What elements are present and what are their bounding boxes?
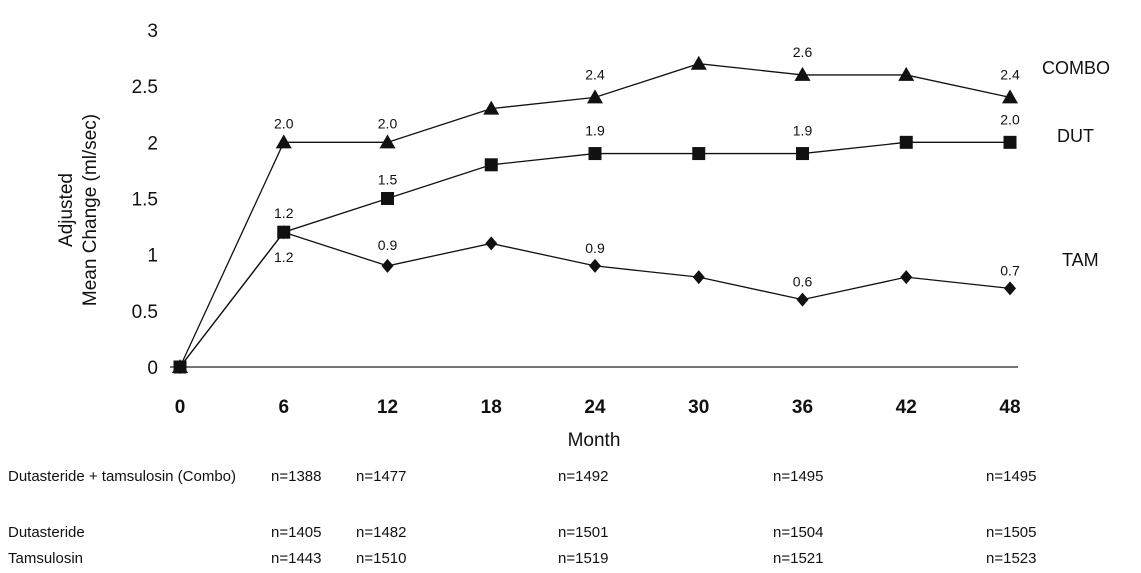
y-axis-label-line-2: Mean Change (ml/sec) bbox=[80, 114, 101, 306]
data-label: 0.6 bbox=[793, 274, 813, 290]
data-point-diamond bbox=[589, 258, 601, 273]
data-label: 1.2 bbox=[274, 205, 294, 221]
table-cell: n=1504 bbox=[773, 524, 824, 541]
series-name-label: COMBO bbox=[1042, 58, 1110, 78]
y-tick-label: 0.5 bbox=[132, 302, 158, 323]
data-point-triangle bbox=[794, 66, 811, 81]
x-axis-ticks: 0 6 12 18 24 30 36 42 48 bbox=[175, 397, 1021, 418]
data-label: 1.5 bbox=[378, 172, 398, 188]
data-label: 0.9 bbox=[378, 237, 398, 253]
table-cell: n=1482 bbox=[356, 524, 407, 541]
data-point-triangle bbox=[483, 100, 500, 115]
data-point-diamond bbox=[277, 225, 290, 240]
table-cell: n=1495 bbox=[986, 468, 1037, 485]
y-tick-label: 0 bbox=[147, 358, 158, 379]
x-tick-label: 36 bbox=[792, 397, 813, 418]
table-cell: n=1388 bbox=[271, 468, 322, 485]
y-tick-label: 2 bbox=[147, 133, 158, 154]
series-dut: 1.2 1.5 1.9 1.9 2.0 DUT bbox=[173, 111, 1094, 374]
data-label: 2.0 bbox=[378, 115, 398, 131]
x-tick-label: 18 bbox=[481, 397, 502, 418]
data-point-triangle bbox=[1002, 89, 1018, 104]
data-point-square bbox=[692, 147, 706, 161]
data-label: 1.2 bbox=[274, 249, 294, 265]
data-point-diamond bbox=[900, 270, 913, 285]
y-axis-label-line-1: Adjusted bbox=[56, 173, 77, 247]
x-tick-label: 6 bbox=[278, 397, 289, 418]
table-cell: n=1495 bbox=[773, 468, 824, 485]
data-point-square bbox=[588, 147, 602, 161]
data-point-triangle bbox=[898, 66, 915, 81]
data-label: 2.0 bbox=[274, 115, 294, 131]
data-point-triangle bbox=[690, 55, 707, 70]
x-tick-label: 30 bbox=[688, 397, 709, 418]
series-line-combo bbox=[179, 63, 1011, 368]
table-cell: n=1521 bbox=[773, 550, 824, 567]
y-axis-ticks: 0 0.5 1 1.5 2 2.5 3 bbox=[132, 21, 158, 379]
data-label: 2.6 bbox=[793, 44, 813, 60]
x-tick-label: 12 bbox=[377, 397, 398, 418]
row-label-combo: Dutasteride + tamsulosin (Combo) bbox=[8, 468, 237, 485]
flow-rate-line-chart: 00.511.522.53 0 6 12 18 24 30 36 42 48 Adjusted … bbox=[56, 21, 1110, 451]
data-label: 1.9 bbox=[793, 123, 813, 139]
y-tick-label: 1.5 bbox=[132, 190, 158, 211]
x-axis-label: Month bbox=[568, 430, 621, 451]
table-cell: n=1519 bbox=[558, 550, 609, 567]
table-cell: n=1443 bbox=[271, 550, 322, 567]
x-tick-label: 42 bbox=[896, 397, 917, 418]
table-cell: n=1523 bbox=[986, 550, 1037, 567]
data-label: 2.4 bbox=[585, 66, 605, 82]
data-point-diamond bbox=[174, 360, 186, 374]
row-label-tamsulosin: Tamsulosin bbox=[8, 550, 84, 567]
data-point-diamond bbox=[796, 292, 809, 307]
data-point-square bbox=[899, 135, 913, 149]
data-point-diamond bbox=[381, 258, 394, 273]
series-name-label: TAM bbox=[1062, 250, 1099, 270]
series-name-label: DUT bbox=[1057, 126, 1094, 146]
data-label: 2.4 bbox=[1000, 66, 1020, 82]
data-point-triangle bbox=[379, 134, 396, 149]
x-tick-label: 0 bbox=[175, 397, 186, 418]
x-tick-label: 48 bbox=[999, 397, 1020, 418]
data-point-triangle bbox=[587, 89, 603, 104]
data-label: 0.7 bbox=[1000, 262, 1020, 278]
x-tick-label: 24 bbox=[584, 397, 606, 418]
data-point-square bbox=[484, 158, 498, 172]
y-tick-label: 1 bbox=[147, 246, 158, 267]
data-point-triangle bbox=[275, 134, 292, 149]
row-label-dutasteride: Dutasteride bbox=[8, 524, 85, 541]
y-tick-label: 3 bbox=[147, 21, 158, 42]
y-tick-label: 2.5 bbox=[132, 77, 158, 98]
table-cell: n=1501 bbox=[558, 524, 609, 541]
data-point-diamond bbox=[1004, 281, 1016, 296]
series-combo: 2.0 2.0 2.4 2.6 2.4 COMBO bbox=[172, 44, 1110, 373]
series-tam: 1.2 0.9 0.9 0.6 0.7 TAM bbox=[174, 225, 1099, 374]
table-cell: n=1510 bbox=[356, 550, 407, 567]
data-label: 2.0 bbox=[1000, 111, 1020, 127]
data-label: 0.9 bbox=[585, 240, 605, 256]
data-label: 1.9 bbox=[585, 123, 605, 139]
table-cell: n=1405 bbox=[271, 524, 322, 541]
data-point-diamond bbox=[692, 270, 705, 285]
table-cell: n=1505 bbox=[986, 524, 1037, 541]
data-point-diamond bbox=[485, 236, 498, 251]
data-point-square bbox=[796, 147, 809, 161]
data-point-square bbox=[1003, 135, 1017, 149]
table-cell: n=1492 bbox=[558, 468, 609, 485]
table-cell: n=1477 bbox=[356, 468, 407, 485]
data-point-square bbox=[381, 192, 394, 205]
